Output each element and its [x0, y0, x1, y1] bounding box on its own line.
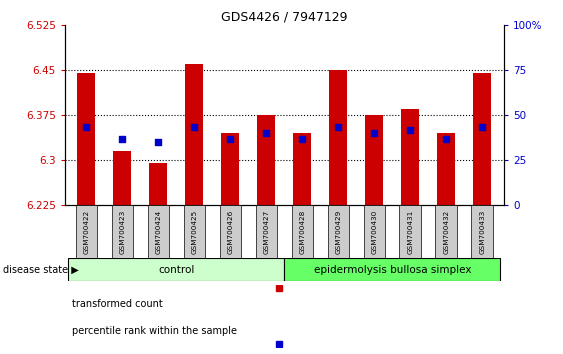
Bar	[401, 109, 419, 205]
Bar	[257, 115, 275, 205]
FancyBboxPatch shape	[292, 205, 313, 258]
FancyBboxPatch shape	[148, 205, 169, 258]
Text: GSM700425: GSM700425	[191, 210, 197, 254]
Text: GSM700427: GSM700427	[263, 210, 269, 254]
Bar	[293, 133, 311, 205]
FancyBboxPatch shape	[75, 205, 97, 258]
FancyBboxPatch shape	[111, 205, 133, 258]
Title: GDS4426 / 7947129: GDS4426 / 7947129	[221, 11, 347, 24]
Bar	[365, 115, 383, 205]
Point	[406, 127, 415, 133]
Bar	[77, 73, 95, 205]
Text: control: control	[158, 265, 195, 275]
Point	[298, 136, 307, 142]
Text: GSM700426: GSM700426	[227, 210, 233, 254]
Text: GSM700424: GSM700424	[155, 210, 162, 254]
Bar	[149, 163, 167, 205]
Point	[190, 124, 199, 130]
Point	[82, 124, 91, 130]
Point	[226, 136, 235, 142]
Point	[442, 136, 451, 142]
FancyBboxPatch shape	[400, 205, 421, 258]
Point	[262, 130, 271, 136]
FancyBboxPatch shape	[284, 258, 501, 281]
FancyBboxPatch shape	[68, 258, 284, 281]
FancyBboxPatch shape	[364, 205, 385, 258]
FancyBboxPatch shape	[220, 205, 241, 258]
Text: epidermolysis bullosa simplex: epidermolysis bullosa simplex	[314, 265, 471, 275]
Point	[154, 139, 163, 145]
Bar	[113, 151, 131, 205]
Text: transformed count: transformed count	[72, 298, 162, 309]
Point	[370, 130, 379, 136]
Bar	[329, 70, 347, 205]
Text: GSM700423: GSM700423	[119, 210, 126, 254]
Text: GSM700429: GSM700429	[336, 210, 341, 254]
Text: GSM700430: GSM700430	[372, 210, 377, 254]
Point	[118, 136, 127, 142]
Text: GSM700432: GSM700432	[443, 210, 449, 254]
Point	[478, 124, 487, 130]
Bar	[473, 73, 491, 205]
Point	[334, 124, 343, 130]
Bar	[185, 64, 203, 205]
Text: GSM700422: GSM700422	[83, 210, 90, 254]
Text: disease state ▶: disease state ▶	[3, 265, 79, 275]
FancyBboxPatch shape	[436, 205, 457, 258]
FancyBboxPatch shape	[328, 205, 349, 258]
Bar	[437, 133, 455, 205]
Text: GSM700428: GSM700428	[300, 210, 305, 254]
FancyBboxPatch shape	[256, 205, 277, 258]
Text: percentile rank within the sample: percentile rank within the sample	[72, 326, 236, 336]
Text: GSM700431: GSM700431	[407, 210, 413, 254]
Text: GSM700433: GSM700433	[479, 210, 485, 254]
FancyBboxPatch shape	[184, 205, 205, 258]
Bar	[221, 133, 239, 205]
FancyBboxPatch shape	[471, 205, 493, 258]
